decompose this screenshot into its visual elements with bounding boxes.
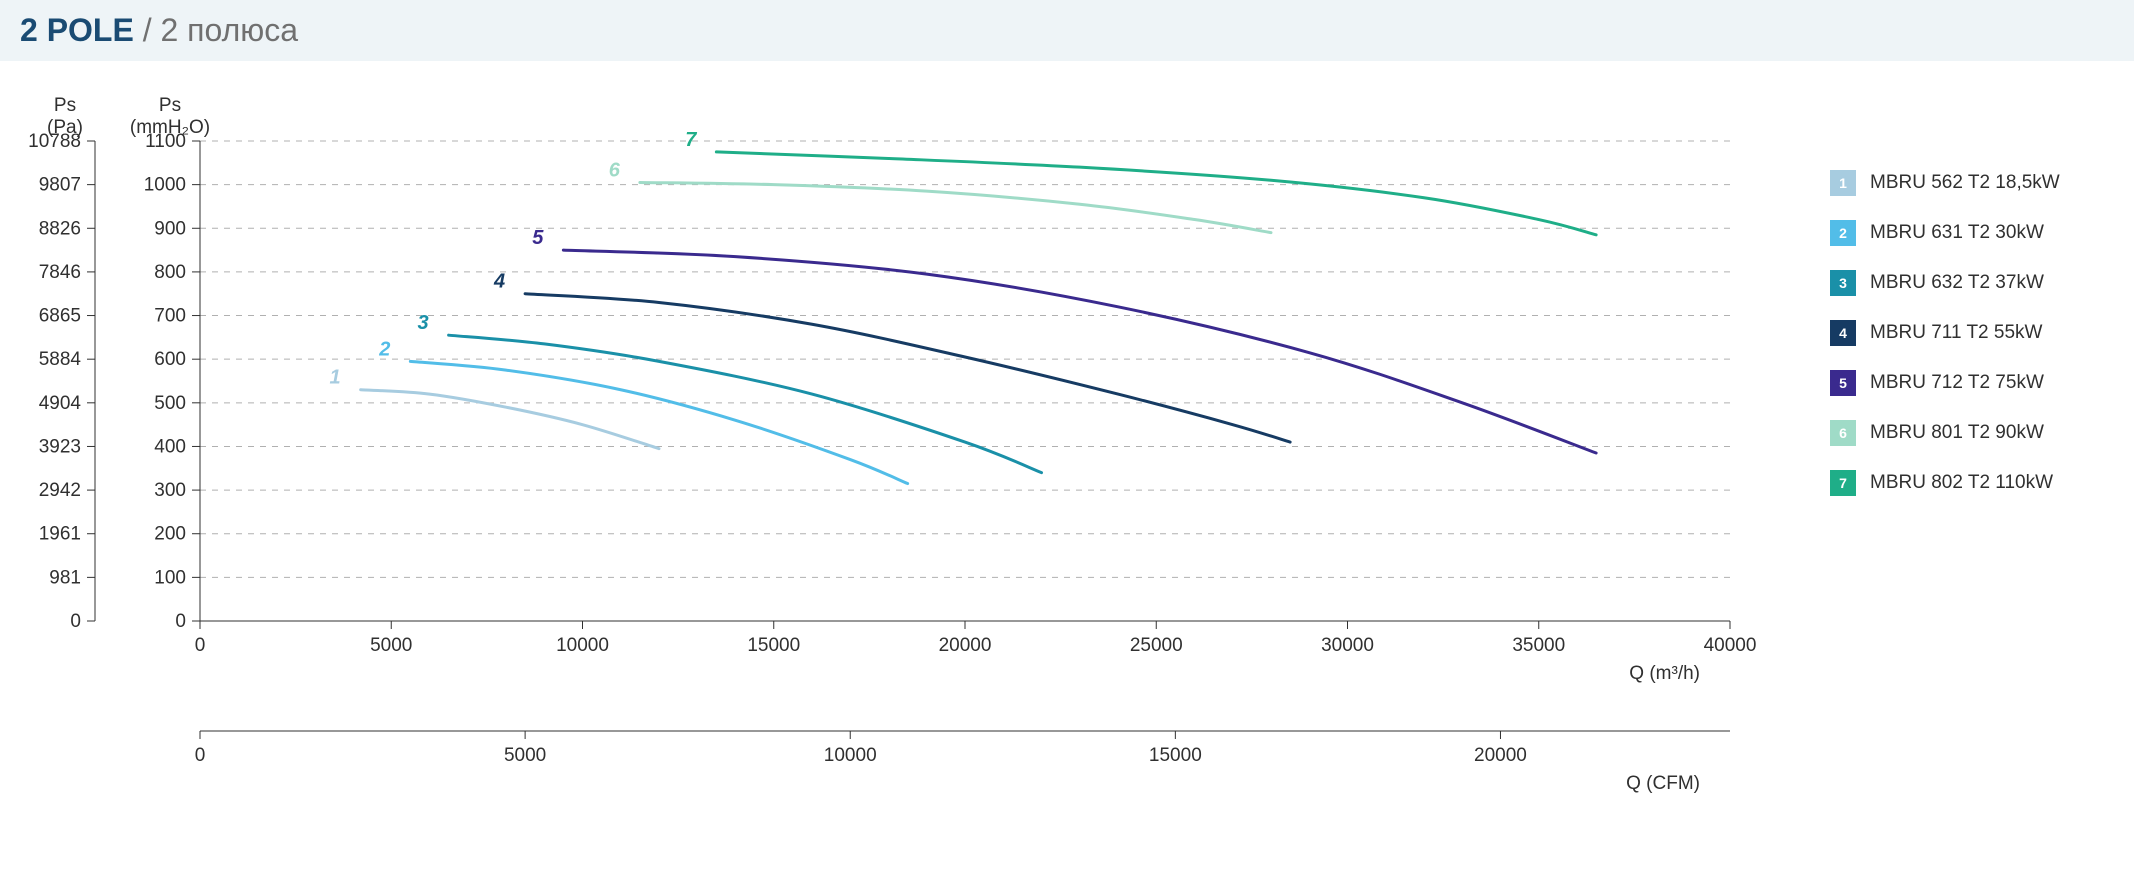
series-id-label: 3: [418, 312, 429, 334]
x-tick-cfm: 0: [195, 745, 206, 766]
x-tick-m3h: 35000: [1512, 635, 1565, 656]
legend-item: 7 MBRU 802 T2 110kW: [1830, 470, 2130, 496]
y-tick-pa: 3923: [39, 436, 81, 457]
y-axis-label-pa-2: (Pa): [47, 117, 83, 138]
legend-item: 1 MBRU 562 T2 18,5kW: [1830, 170, 2130, 196]
series-line: [449, 335, 1042, 472]
legend-label: MBRU 711 T2 55kW: [1870, 322, 2042, 344]
y-tick-pa: 2942: [39, 480, 81, 501]
x-axis-label-m3h: Q (m³/h): [1629, 663, 1700, 684]
y-tick-mmh2o: 100: [154, 567, 186, 588]
y-axis-label-mm-2: (mmH₂O): [130, 117, 210, 138]
y-tick-mmh2o: 1000: [144, 175, 186, 196]
y-tick-mmh2o: 500: [154, 393, 186, 414]
x-tick-m3h: 25000: [1130, 635, 1183, 656]
x-tick-m3h: 20000: [939, 635, 992, 656]
y-axis-label-pa-1: Ps: [54, 95, 76, 116]
y-tick-pa: 5884: [39, 349, 82, 370]
y-tick-pa: 0: [70, 611, 81, 632]
y-tick-pa: 9807: [39, 175, 81, 196]
series-id-label: 2: [378, 338, 390, 360]
page-title-sub: / 2 полюса: [134, 12, 298, 48]
y-tick-mmh2o: 300: [154, 480, 186, 501]
series-line: [410, 361, 907, 483]
legend-label: MBRU 562 T2 18,5kW: [1870, 172, 2060, 194]
x-tick-m3h: 5000: [370, 635, 412, 656]
legend-item: 3 MBRU 632 T2 37kW: [1830, 270, 2130, 296]
legend-color-box: 5: [1830, 370, 1856, 396]
legend-item: 6 MBRU 801 T2 90kW: [1830, 420, 2130, 446]
legend-color-box: 3: [1830, 270, 1856, 296]
x-tick-cfm: 15000: [1149, 745, 1202, 766]
x-tick-m3h: 15000: [747, 635, 800, 656]
y-tick-pa: 8826: [39, 218, 81, 239]
x-tick-m3h: 0: [195, 635, 206, 656]
y-tick-mmh2o: 900: [154, 218, 186, 239]
legend-color-box: 4: [1830, 320, 1856, 346]
legend-color-box: 7: [1830, 470, 1856, 496]
series-id-label: 5: [532, 227, 544, 249]
y-tick-pa: 4904: [39, 393, 82, 414]
series-id-label: 7: [685, 129, 697, 151]
legend: 1 MBRU 562 T2 18,5kW 2 MBRU 631 T2 30kW 3 MBR…: [1830, 170, 2130, 520]
legend-label: MBRU 632 T2 37kW: [1870, 272, 2044, 294]
y-tick-mmh2o: 0: [175, 611, 186, 632]
y-tick-mmh2o: 400: [154, 436, 186, 457]
y-tick-mmh2o: 600: [154, 349, 186, 370]
series-line: [563, 250, 1596, 453]
x-tick-m3h: 30000: [1321, 635, 1374, 656]
legend-color-box: 6: [1830, 420, 1856, 446]
series-line: [716, 152, 1596, 235]
y-tick-mmh2o: 200: [154, 524, 186, 545]
y-tick-pa: 981: [49, 567, 81, 588]
series-line: [361, 390, 659, 449]
x-tick-m3h: 10000: [556, 635, 609, 656]
chart-svg: 0 981 1961 2942 3923 4904 5884 6865 7846 8826 9807…: [10, 81, 1790, 861]
series-id-label: 4: [493, 271, 505, 293]
legend-label: MBRU 712 T2 75kW: [1870, 372, 2044, 394]
legend-color-box: 1: [1830, 170, 1856, 196]
legend-color-box: 2: [1830, 220, 1856, 246]
series-line: [640, 182, 1271, 232]
y-tick-pa: 6865: [39, 306, 81, 327]
y-axis-label-mm-1: Ps: [159, 95, 181, 116]
header-bar: 2 POLE / 2 полюса: [0, 0, 2134, 61]
x-axis-label-cfm: Q (CFM): [1626, 773, 1700, 794]
legend-item: 5 MBRU 712 T2 75kW: [1830, 370, 2130, 396]
chart-area: 0 981 1961 2942 3923 4904 5884 6865 7846 8826 9807…: [10, 81, 1790, 861]
y-tick-mmh2o: 800: [154, 262, 186, 283]
legend-label: MBRU 631 T2 30kW: [1870, 222, 2044, 244]
legend-item: 2 MBRU 631 T2 30kW: [1830, 220, 2130, 246]
y-tick-pa: 1961: [39, 524, 81, 545]
x-tick-cfm: 5000: [504, 745, 546, 766]
legend-label: MBRU 801 T2 90kW: [1870, 422, 2044, 444]
y-tick-mmh2o: 700: [154, 306, 186, 327]
y-tick-pa: 7846: [39, 262, 81, 283]
legend-label: MBRU 802 T2 110kW: [1870, 472, 2053, 494]
page-title-main: 2 POLE: [20, 12, 134, 48]
series-id-label: 6: [609, 159, 621, 181]
x-tick-cfm: 20000: [1474, 745, 1527, 766]
x-tick-cfm: 10000: [824, 745, 877, 766]
series-id-label: 1: [330, 367, 341, 389]
legend-item: 4 MBRU 711 T2 55kW: [1830, 320, 2130, 346]
x-tick-m3h: 40000: [1704, 635, 1757, 656]
